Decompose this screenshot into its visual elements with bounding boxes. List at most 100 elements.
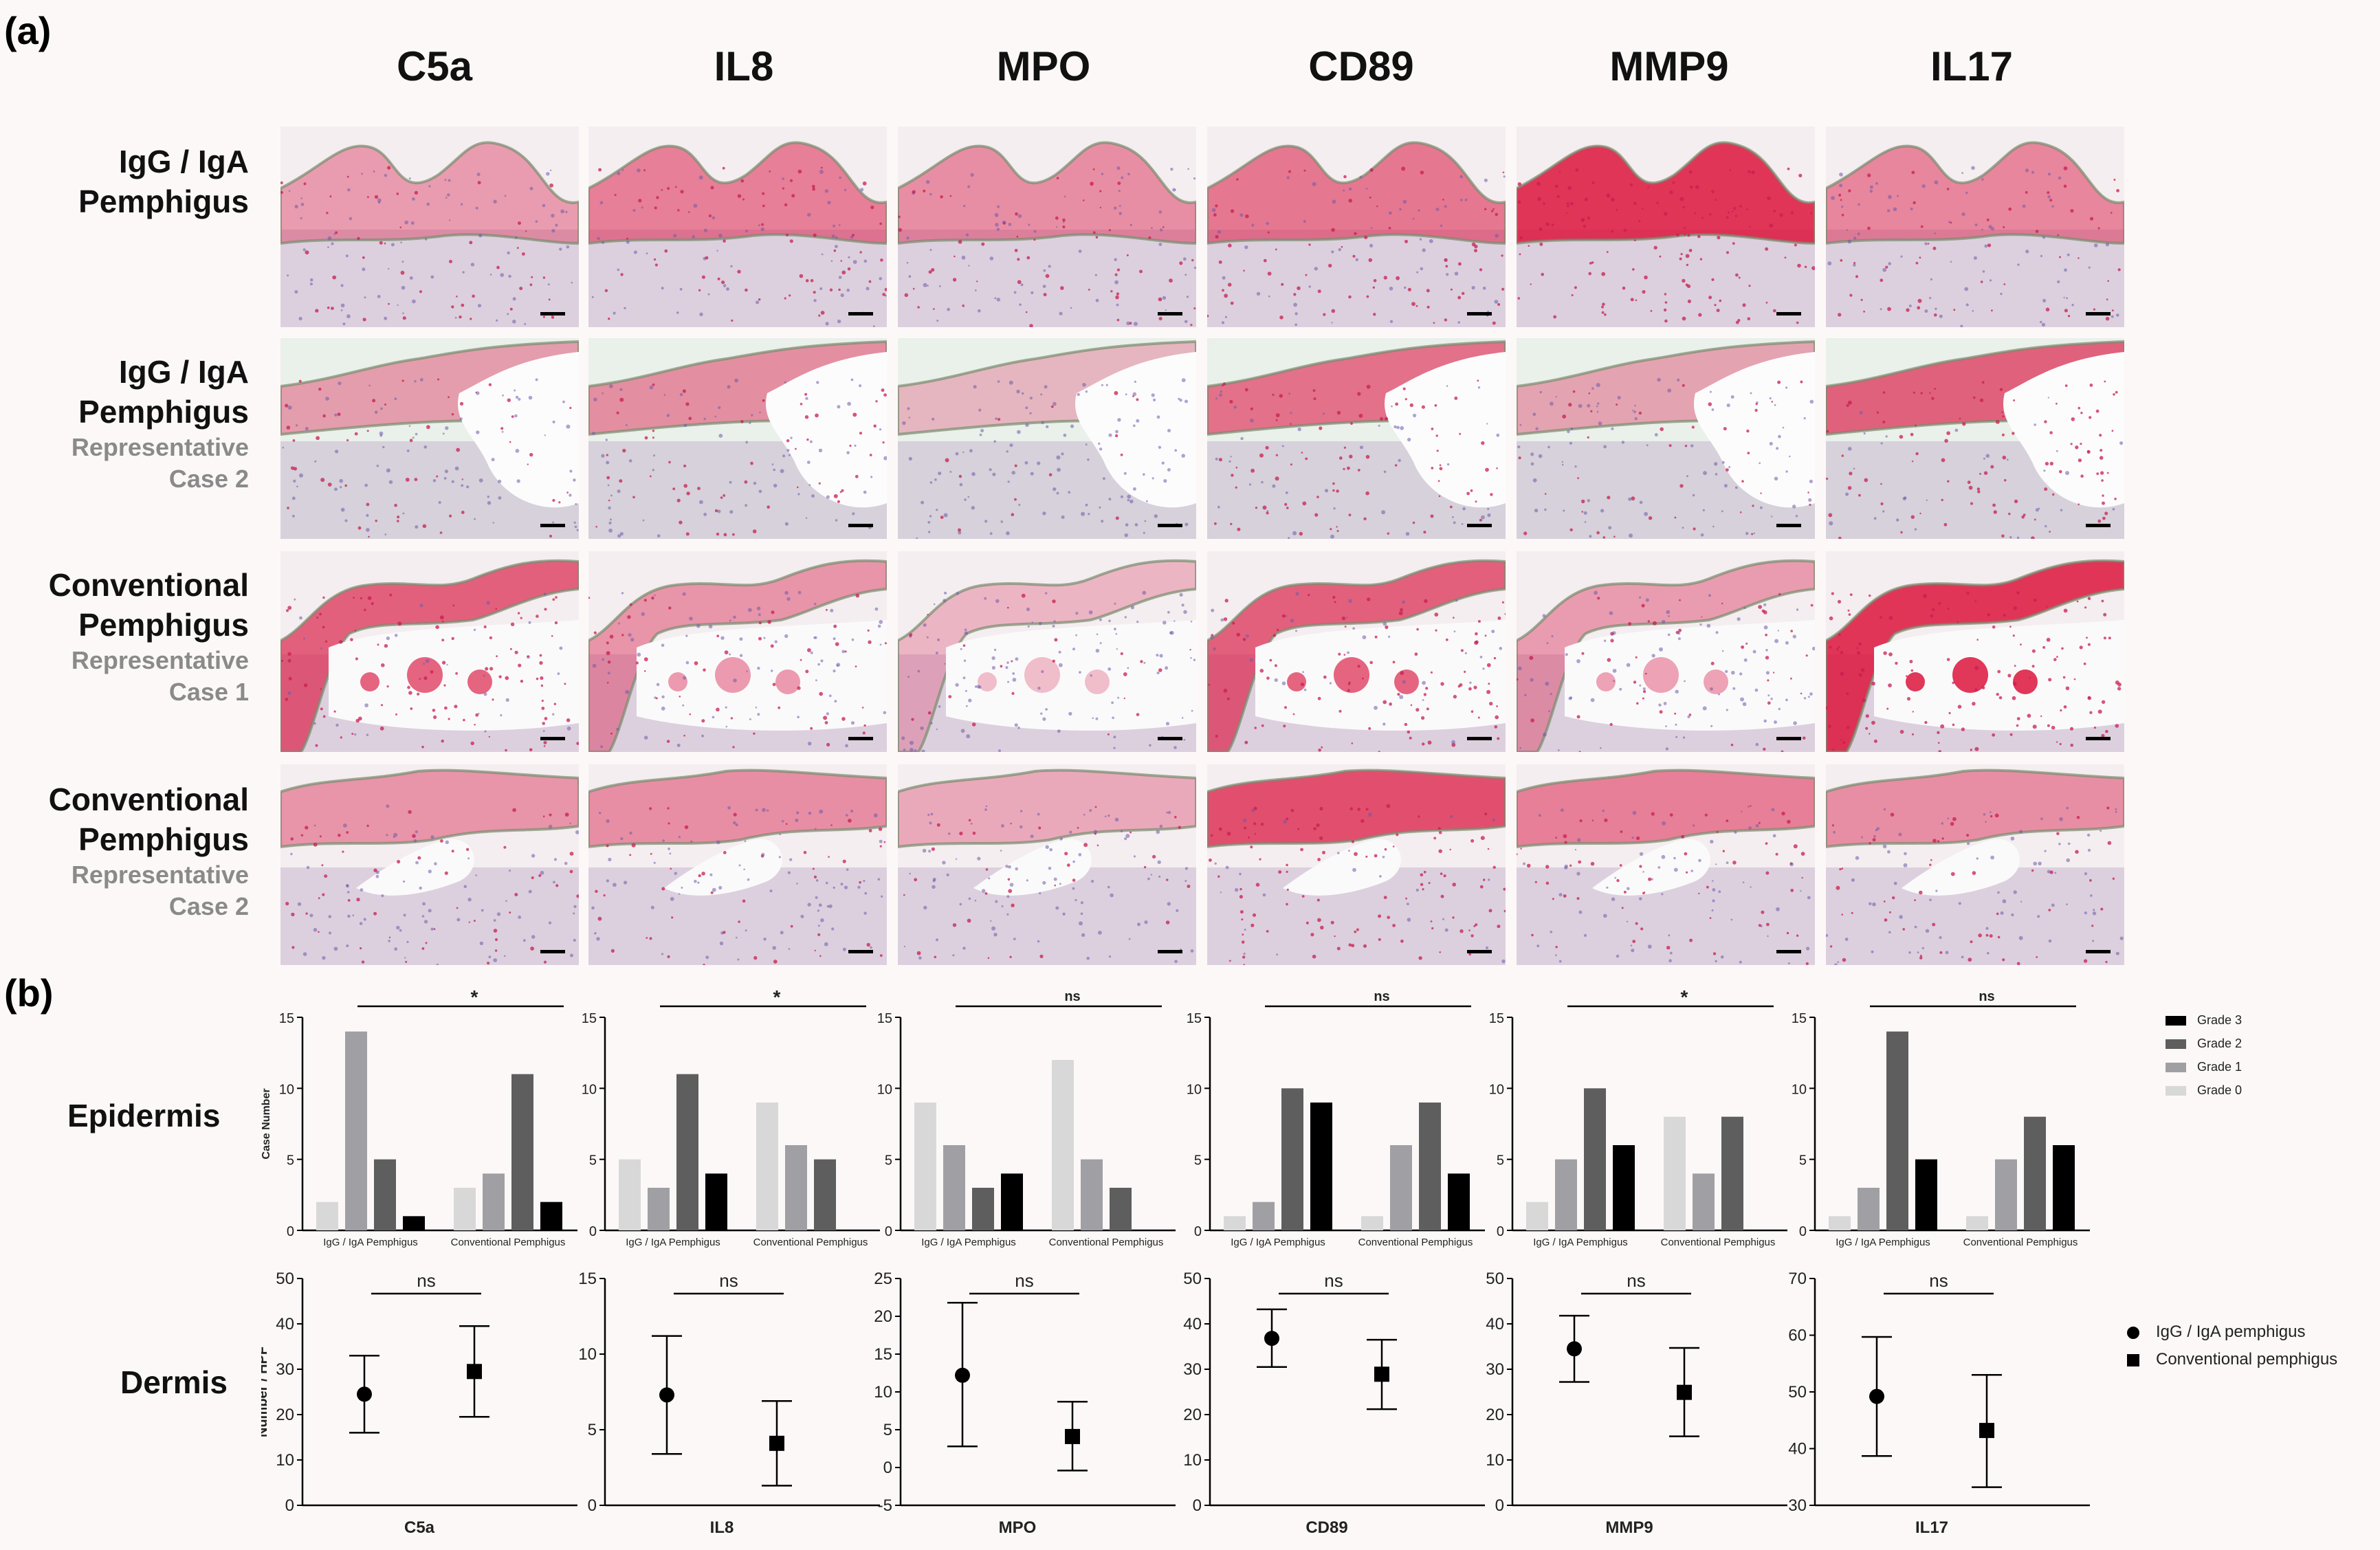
dermis-scatter-chart-il17: 30 40 50 60 70 ns IL17: [1774, 1244, 2104, 1550]
row-label-title-line2: Pemphigus: [78, 184, 249, 219]
bar-grade-3: [1613, 1145, 1635, 1230]
row-label-subtitle-line1: Representative: [71, 646, 249, 674]
y-tick-label: 5: [885, 1153, 892, 1169]
y-tick-label: 0: [1495, 1496, 1504, 1515]
micrograph-il8-row1: [588, 126, 887, 327]
row-label-subtitle-line2: Case 2: [168, 465, 249, 493]
bar-grade-3: [1448, 1173, 1470, 1230]
row-label-4: Conventional Pemphigus Representative Ca…: [0, 779, 249, 922]
row-label-1: IgG / IgA Pemphigus: [0, 142, 249, 221]
y-tick-label: 0: [1799, 1224, 1807, 1239]
dermis-scatter-chart-mmp9: 0 10 20 30 40 50 ns MMP9: [1471, 1244, 1801, 1550]
y-tick-label: 30: [276, 1360, 294, 1379]
group-legend: IgG / IgA pemphigus Conventional pemphigu…: [2127, 1322, 2375, 1377]
dermis-scatter-chart-mpo: -5 0 5 10 15 20 25 ns MPO: [859, 1244, 1189, 1550]
grade-legend-item: Grade 2: [2166, 1037, 2242, 1051]
dermis-scatter-chart-c5a: 0 10 20 30 40 50 Number / HPF ns C5a: [255, 1244, 591, 1550]
square-marker-icon: [2127, 1353, 2139, 1366]
mean-point-conventional: [1979, 1423, 1994, 1439]
y-tick-label: 10: [279, 1082, 294, 1097]
x-axis-label: MMP9: [1605, 1518, 1653, 1537]
y-tick-label: 5: [287, 1153, 294, 1169]
legend-label: Grade 3: [2197, 1013, 2243, 1027]
bar-grade-2: [2024, 1116, 2046, 1230]
epidermis-bar-chart-cd89: 0 5 10 15 IgG / IgA Pemphigus Conventional Pe…: [1169, 976, 1499, 1254]
x-axis-label: C5a: [404, 1518, 435, 1537]
micrograph-c5a-row3: [280, 551, 579, 752]
bar-grade-1: [1081, 1159, 1103, 1230]
y-tick-label: 50: [1788, 1383, 1807, 1402]
bar-grade-1: [1858, 1188, 1880, 1230]
grade-legend-item: Grade 1: [2166, 1060, 2242, 1074]
micrograph-mmp9-row4: [1517, 764, 1815, 965]
y-axis-label: Case Number: [261, 1088, 272, 1159]
bar-grade-1: [648, 1188, 670, 1230]
bar-grade-0: [1664, 1116, 1686, 1230]
significance-label: *: [471, 986, 478, 1008]
micrograph-il17-row1: [1826, 126, 2124, 327]
epidermis-bar-chart-mpo: 0 5 10 15 IgG / IgA Pemphigus Conventional Pe…: [859, 976, 1189, 1254]
y-tick-label: 20: [1486, 1406, 1504, 1424]
bar-grade-3: [1001, 1173, 1023, 1230]
y-tick-label: 40: [1788, 1440, 1807, 1459]
legend-label: Grade 1: [2197, 1060, 2243, 1074]
bar-grade-2: [972, 1188, 994, 1230]
y-tick-label: 15: [578, 1270, 597, 1288]
bar-grade-1: [1995, 1159, 2017, 1230]
y-tick-label: 50: [1486, 1270, 1504, 1288]
bar-grade-2: [1584, 1088, 1606, 1230]
bar-grade-1: [1555, 1159, 1577, 1230]
mean-point-igg-iga: [1567, 1341, 1582, 1357]
significance-label: ns: [1627, 1270, 1645, 1291]
y-tick-label: 5: [589, 1153, 597, 1169]
legend-swatch: [2166, 1086, 2186, 1096]
bar-grade-3: [705, 1173, 727, 1230]
micrograph-mpo-row1: [898, 126, 1196, 327]
y-tick-label: -5: [878, 1496, 892, 1515]
mean-point-conventional: [769, 1435, 784, 1451]
y-tick-label: 10: [1183, 1451, 1202, 1470]
y-tick-label: 70: [1788, 1270, 1807, 1288]
mean-point-igg-iga: [659, 1387, 674, 1403]
micrograph-mpo-row4: [898, 764, 1196, 965]
micrograph-cd89-row2: [1207, 338, 1506, 539]
significance-label: ns: [1929, 1270, 1948, 1291]
y-tick-label: 15: [1187, 1011, 1202, 1026]
y-tick-label: 5: [1799, 1153, 1807, 1169]
legend-label: IgG / IgA pemphigus: [2156, 1322, 2306, 1341]
y-tick-label: 15: [582, 1011, 597, 1026]
bar-grade-3: [403, 1216, 425, 1230]
bar-grade-0: [1526, 1202, 1548, 1230]
bar-grade-2: [511, 1074, 533, 1230]
y-tick-label: 10: [582, 1082, 597, 1097]
bar-grade-0: [1361, 1216, 1383, 1230]
mean-point-igg-iga: [1869, 1388, 1884, 1404]
x-category-label: Conventional Pemphigus: [1358, 1237, 1473, 1248]
row-label-3: Conventional Pemphigus Representative Ca…: [0, 565, 249, 708]
x-category-label: Conventional Pemphigus: [1963, 1237, 2078, 1248]
micrograph-mpo-row3: [898, 551, 1196, 752]
bar-grade-2: [1721, 1116, 1743, 1230]
y-tick-label: 0: [885, 1224, 892, 1239]
bar-grade-2: [814, 1159, 836, 1230]
row-label-subtitle-line1: Representative: [71, 861, 249, 889]
y-tick-label: 0: [588, 1496, 597, 1515]
mean-point-conventional: [1677, 1384, 1692, 1400]
mean-point-igg-iga: [955, 1367, 970, 1383]
y-tick-label: 0: [1194, 1224, 1202, 1239]
micrograph-mmp9-row2: [1517, 338, 1815, 539]
x-category-label: Conventional Pemphigus: [1661, 1237, 1776, 1248]
y-tick-label: 20: [1183, 1406, 1202, 1424]
y-tick-label: 5: [588, 1421, 597, 1439]
y-axis-label: Number / HPF: [261, 1347, 270, 1437]
bar-grade-0: [619, 1159, 641, 1230]
y-tick-label: 50: [1183, 1270, 1202, 1288]
y-tick-label: 10: [1489, 1082, 1504, 1097]
y-tick-label: 10: [874, 1383, 892, 1402]
bar-grade-0: [1052, 1060, 1074, 1230]
micrograph-il17-row2: [1826, 338, 2124, 539]
y-tick-label: 50: [276, 1270, 294, 1288]
y-tick-label: 25: [874, 1270, 892, 1288]
row-label-title-line2: Pemphigus: [78, 394, 249, 430]
bar-grade-2: [1110, 1188, 1132, 1230]
